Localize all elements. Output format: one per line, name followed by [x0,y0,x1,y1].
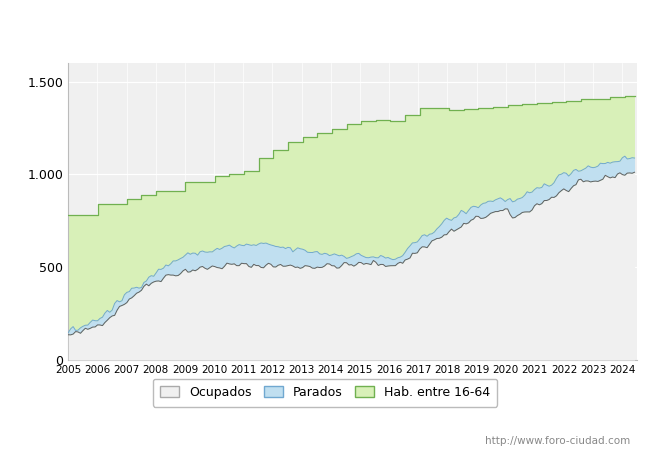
Legend: Ocupados, Parados, Hab. entre 16-64: Ocupados, Parados, Hab. entre 16-64 [153,378,497,407]
Text: http://www.foro-ciudad.com: http://www.foro-ciudad.com [486,436,630,446]
Text: Loriguilla - Evolucion de la poblacion en edad de Trabajar Mayo de 2024: Loriguilla - Evolucion de la poblacion e… [79,19,571,34]
